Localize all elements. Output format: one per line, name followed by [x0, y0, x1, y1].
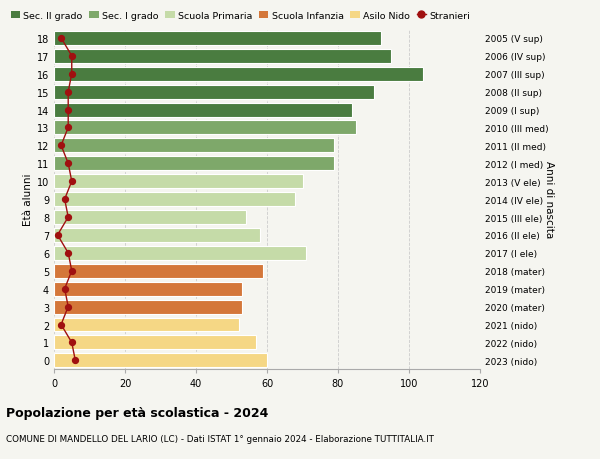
- Text: COMUNE DI MANDELLO DEL LARIO (LC) - Dati ISTAT 1° gennaio 2024 - Elaborazione TU: COMUNE DI MANDELLO DEL LARIO (LC) - Dati…: [6, 434, 434, 443]
- Point: [64, 250, 73, 257]
- Bar: [54, 157, 334, 171]
- Point: [64, 160, 73, 168]
- Bar: [54, 211, 246, 224]
- Bar: [54, 300, 242, 314]
- Bar: [54, 193, 295, 207]
- Point: [56, 321, 66, 329]
- Text: Popolazione per età scolastica - 2024: Popolazione per età scolastica - 2024: [6, 406, 268, 419]
- Point: [67, 339, 77, 347]
- Bar: [54, 336, 256, 350]
- Bar: [54, 103, 352, 117]
- Bar: [54, 353, 267, 368]
- Bar: [54, 264, 263, 278]
- Bar: [54, 85, 373, 100]
- Point: [64, 303, 73, 311]
- Bar: [54, 246, 306, 260]
- Y-axis label: Anni di nascita: Anni di nascita: [544, 161, 554, 238]
- Point: [64, 124, 73, 132]
- Bar: [54, 229, 260, 242]
- Bar: [54, 175, 302, 189]
- Bar: [54, 32, 380, 46]
- Point: [64, 89, 73, 96]
- Bar: [54, 50, 391, 64]
- Y-axis label: Età alunni: Età alunni: [23, 174, 32, 226]
- Point: [56, 35, 66, 42]
- Bar: [54, 282, 242, 296]
- Point: [60, 196, 70, 203]
- Bar: [54, 67, 423, 82]
- Bar: [54, 121, 356, 135]
- Point: [56, 142, 66, 150]
- Point: [67, 71, 77, 78]
- Point: [64, 106, 73, 114]
- Bar: [54, 318, 239, 332]
- Point: [71, 357, 80, 364]
- Point: [64, 214, 73, 221]
- Point: [67, 178, 77, 185]
- Point: [67, 268, 77, 275]
- Point: [60, 285, 70, 293]
- Point: [67, 53, 77, 60]
- Legend: Sec. II grado, Sec. I grado, Scuola Primaria, Scuola Infanzia, Asilo Nido, Stran: Sec. II grado, Sec. I grado, Scuola Prim…: [11, 11, 470, 21]
- Point: [53, 232, 62, 239]
- Bar: [54, 139, 334, 153]
